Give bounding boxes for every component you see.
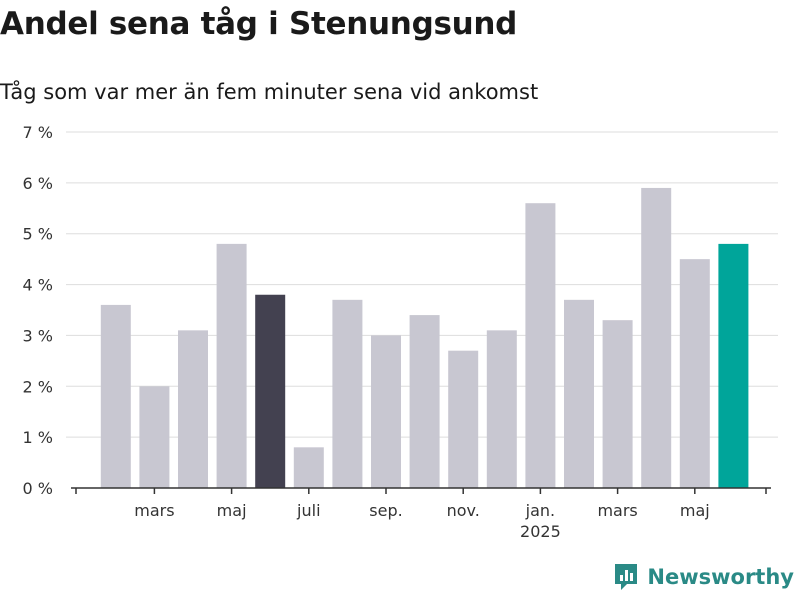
y-tick-label: 1 % — [23, 428, 53, 447]
bar — [293, 447, 324, 488]
newsworthy-logo-icon — [615, 564, 638, 590]
y-tick-label: 6 % — [23, 174, 53, 193]
y-tick-label: 3 % — [23, 326, 53, 345]
bar — [641, 187, 672, 488]
bar — [564, 299, 594, 488]
x-tick-year-label: 2025 — [520, 522, 561, 541]
y-tick-label: 0 % — [23, 479, 53, 498]
newsworthy-logo: Newsworthy — [613, 562, 794, 592]
x-tick-label: maj — [680, 501, 710, 520]
bar — [332, 299, 363, 488]
x-tick-label: juli — [296, 501, 320, 520]
x-tick-label: mars — [134, 501, 174, 520]
bar — [255, 294, 286, 488]
bar — [216, 243, 247, 488]
chart-subtitle: Tåg som var mer än fem minuter sena vid … — [0, 80, 539, 104]
brand-name: Newsworthy — [647, 565, 794, 589]
y-tick-label: 7 % — [23, 123, 53, 142]
x-tick-label: jan. — [525, 501, 555, 520]
bar — [718, 243, 749, 488]
x-tick-label: maj — [217, 501, 247, 520]
x-tick-label: mars — [597, 501, 637, 520]
bar — [448, 350, 479, 488]
bar — [409, 315, 440, 488]
y-tick-label: 4 % — [23, 276, 53, 295]
x-tick-label: nov. — [447, 501, 480, 520]
bar — [602, 320, 633, 488]
y-tick-label: 5 % — [23, 225, 53, 244]
bar — [486, 330, 517, 488]
y-tick-label: 2 % — [23, 377, 53, 396]
x-tick-label: sep. — [369, 501, 402, 520]
bar — [139, 386, 170, 488]
bar — [100, 304, 131, 488]
chart-title: Andel sena tåg i Stenungsund — [0, 6, 518, 42]
bar — [679, 259, 710, 488]
bar — [525, 203, 556, 488]
bar-chart: 0 % 1 % 2 % 3 % 4 % 5 % 6 % 7 % mars maj juli sep. n… — [23, 123, 778, 541]
bar — [371, 335, 401, 488]
bar — [178, 330, 208, 488]
